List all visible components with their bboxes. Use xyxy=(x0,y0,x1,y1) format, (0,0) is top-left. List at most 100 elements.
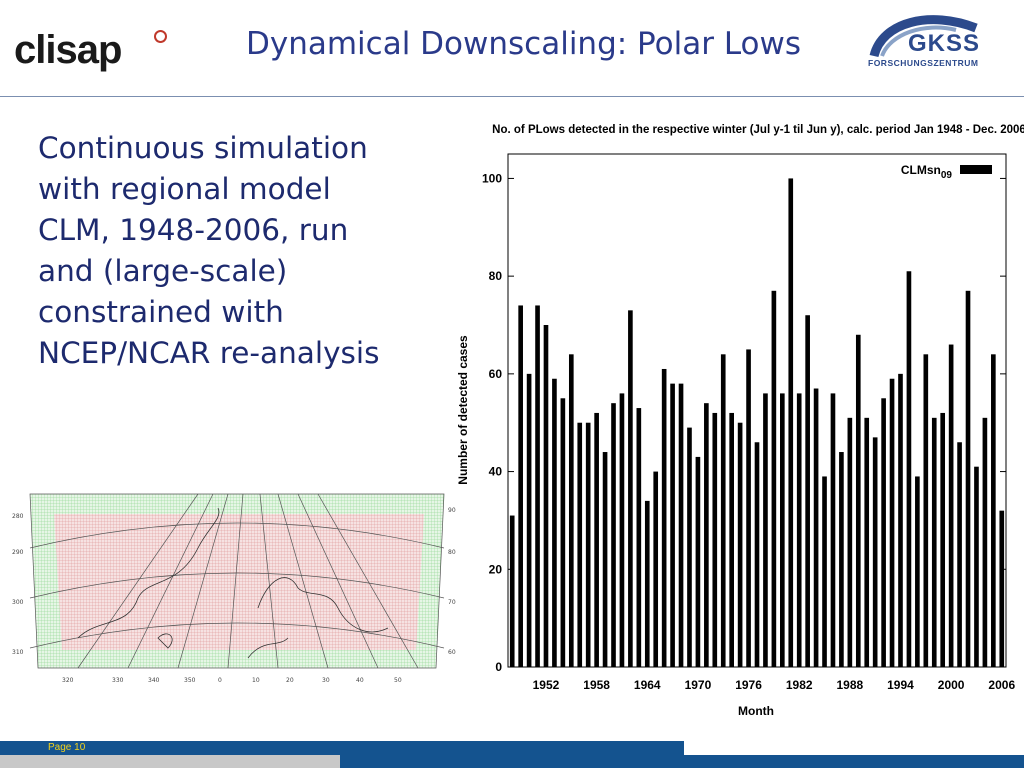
bar-1968 xyxy=(678,383,684,667)
page-number: Page 10 xyxy=(48,742,86,753)
description-line: Continuous simulation xyxy=(38,131,368,165)
bar-1979 xyxy=(771,290,777,667)
bar-1954 xyxy=(560,398,566,667)
svg-text:330: 330 xyxy=(112,677,124,684)
y-axis-label: Number of detected cases xyxy=(456,335,470,485)
bar-1980 xyxy=(780,393,785,667)
svg-text:80: 80 xyxy=(448,549,456,556)
svg-text:20: 20 xyxy=(286,677,294,684)
svg-text:310: 310 xyxy=(12,649,24,656)
bar-2002 xyxy=(965,290,971,667)
gkss-logo-arc-icon xyxy=(869,15,978,58)
svg-text:90: 90 xyxy=(448,507,456,514)
svg-text:300: 300 xyxy=(12,599,24,606)
bar-1969 xyxy=(687,427,692,667)
bar-2006 xyxy=(999,510,1005,667)
y-tick-label: 60 xyxy=(489,367,503,381)
bar-1951 xyxy=(535,305,540,667)
plot-frame xyxy=(507,153,1007,668)
bar-1970 xyxy=(695,456,701,667)
bar-1967 xyxy=(670,383,675,667)
bar-1981 xyxy=(788,178,794,667)
x-tick-label: 1958 xyxy=(583,678,610,692)
description-text: Continuous simulation with regional mode… xyxy=(38,128,438,374)
bar-1961 xyxy=(619,393,625,667)
bar-1988 xyxy=(847,417,853,667)
svg-text:280: 280 xyxy=(12,513,24,520)
svg-text:0: 0 xyxy=(218,677,222,684)
legend: CLMsn09 xyxy=(901,163,992,181)
bar-1973 xyxy=(720,354,726,667)
bar-1962 xyxy=(628,310,633,667)
bar-1986 xyxy=(830,393,836,667)
bar-1997 xyxy=(923,354,929,667)
y-tick-label: 40 xyxy=(489,465,503,479)
header-divider xyxy=(0,96,1024,97)
bar-1977 xyxy=(754,442,760,667)
svg-text:10: 10 xyxy=(252,677,260,684)
bar-1959 xyxy=(602,452,608,667)
y-tick-label: 20 xyxy=(489,562,503,576)
bar-1992 xyxy=(881,398,886,667)
svg-text:320: 320 xyxy=(62,677,74,684)
svg-text:50: 50 xyxy=(394,677,402,684)
description-line: NCEP/NCAR re-analysis xyxy=(38,336,380,370)
bars-group xyxy=(509,178,1005,667)
svg-text:30: 30 xyxy=(322,677,330,684)
bar-2004 xyxy=(982,417,988,667)
bar-1999 xyxy=(940,412,946,667)
bar-1982 xyxy=(796,393,802,667)
description-line: CLM, 1948-2006, run xyxy=(38,213,349,247)
footer-bar-gray xyxy=(0,755,340,768)
bar-1985 xyxy=(822,476,827,667)
bar-1990 xyxy=(864,417,870,667)
x-tick-label: 1994 xyxy=(887,678,914,692)
bar-1950 xyxy=(526,373,532,667)
footer-bar-blue xyxy=(340,755,1024,768)
bar-1948 xyxy=(509,515,515,667)
x-tick-label: 1952 xyxy=(533,678,560,692)
bar-1949 xyxy=(518,305,523,667)
gkss-logo-subtext: FORSCHUNGSZENTRUM xyxy=(868,58,979,68)
bar-2003 xyxy=(974,466,979,667)
bar-1964 xyxy=(644,500,650,667)
x-tick-label: 2006 xyxy=(988,678,1015,692)
x-tick-label: 2000 xyxy=(938,678,965,692)
footer-bar-top xyxy=(0,741,684,755)
bar-1984 xyxy=(813,388,819,667)
x-axis-label: Month xyxy=(738,704,774,718)
bar-1958 xyxy=(594,412,599,667)
clisap-logo: clisap xyxy=(14,28,167,72)
y-tick-label: 0 xyxy=(495,660,502,674)
bar-1987 xyxy=(839,452,844,667)
svg-text:290: 290 xyxy=(12,549,24,556)
bar-1996 xyxy=(915,476,920,667)
legend-swatch xyxy=(960,165,992,174)
bar-1989 xyxy=(855,334,861,667)
footer-gap xyxy=(684,741,1024,755)
bar-1965 xyxy=(653,471,659,667)
bar-1998 xyxy=(931,417,937,667)
svg-text:340: 340 xyxy=(148,677,160,684)
clisap-logo-text: clisap xyxy=(14,28,122,72)
bar-1960 xyxy=(611,403,616,667)
x-tick-label: 1976 xyxy=(735,678,762,692)
svg-text:70: 70 xyxy=(448,599,456,606)
bar-1995 xyxy=(906,271,912,667)
chart-title: No. of PLows detected in the respective … xyxy=(492,124,1024,136)
svg-text:350: 350 xyxy=(184,677,196,684)
x-tick-label: 1970 xyxy=(685,678,712,692)
clisap-logo-ring-icon xyxy=(154,30,167,43)
legend-label: CLMsn09 xyxy=(901,163,953,181)
gkss-logo-text: GKSS xyxy=(908,30,981,57)
description-line: with regional model xyxy=(38,172,331,206)
x-tick-label: 1982 xyxy=(786,678,813,692)
chart-svg: No. of PLows detected in the respective … xyxy=(456,124,1024,718)
gkss-logo: GKSS FORSCHUNGSZENTRUM xyxy=(868,12,988,74)
y-tick-label: 80 xyxy=(489,269,503,283)
bar-1974 xyxy=(729,412,734,667)
description-line: and (large-scale) xyxy=(38,254,288,288)
slide-title: Dynamical Downscaling: Polar Lows xyxy=(246,26,802,62)
bar-1966 xyxy=(661,368,667,667)
model-domain-map: 280 290 300 310 90 80 70 60 320 330 340 350 0 10 20… xyxy=(8,488,460,688)
